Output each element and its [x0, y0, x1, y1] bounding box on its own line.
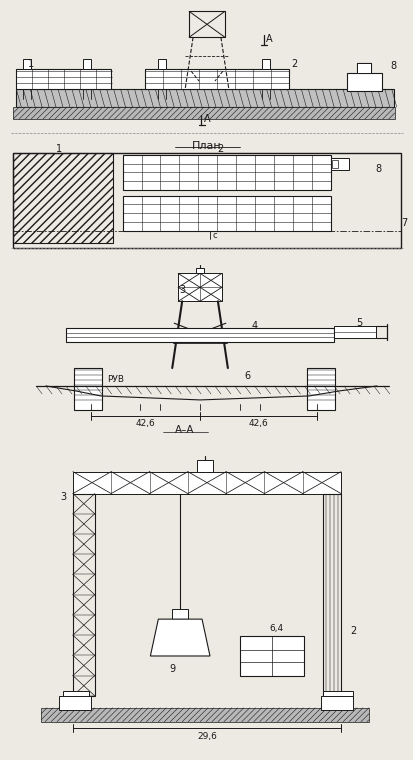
Text: 6,4: 6,4: [269, 624, 283, 632]
Bar: [261, 59, 269, 69]
Bar: [83, 59, 90, 69]
Text: 2: 2: [216, 144, 223, 154]
Bar: [158, 59, 166, 69]
Polygon shape: [150, 619, 209, 656]
Bar: [333, 326, 375, 338]
Bar: [145, 69, 289, 89]
Text: 42,6: 42,6: [248, 420, 268, 429]
Bar: [178, 274, 221, 301]
Bar: [172, 610, 188, 619]
Bar: [306, 368, 335, 410]
Text: с: с: [212, 231, 217, 240]
Bar: [122, 155, 330, 190]
Bar: [346, 73, 381, 91]
Text: 3: 3: [60, 492, 66, 502]
Bar: [23, 59, 31, 69]
Text: 8: 8: [390, 61, 396, 71]
Text: 4: 4: [251, 321, 257, 331]
Text: 3: 3: [179, 285, 185, 296]
Text: 7: 7: [401, 217, 407, 227]
Text: 9: 9: [169, 664, 175, 674]
Bar: [13, 153, 400, 249]
Bar: [239, 636, 304, 676]
Bar: [331, 160, 337, 168]
Text: 1: 1: [28, 59, 34, 69]
Bar: [189, 11, 224, 37]
Text: РУВ: РУВ: [107, 375, 124, 385]
Text: 2: 2: [349, 626, 355, 636]
Bar: [320, 696, 352, 710]
Bar: [197, 460, 212, 472]
Text: План: План: [192, 141, 221, 150]
Text: 1: 1: [56, 144, 62, 154]
Bar: [74, 368, 102, 410]
Bar: [16, 89, 393, 107]
Bar: [41, 708, 368, 722]
Bar: [13, 107, 394, 119]
Text: А: А: [203, 114, 210, 124]
Text: 29,6: 29,6: [197, 732, 216, 741]
Text: 42,6: 42,6: [135, 420, 155, 429]
Text: 5: 5: [355, 318, 361, 328]
Bar: [73, 472, 340, 493]
Bar: [63, 691, 88, 699]
Text: 2: 2: [291, 59, 297, 69]
Bar: [13, 153, 112, 242]
Text: 8: 8: [375, 163, 381, 174]
Text: А: А: [266, 34, 272, 44]
Bar: [16, 69, 110, 89]
Bar: [122, 195, 330, 230]
Bar: [330, 158, 348, 169]
Bar: [66, 328, 333, 342]
Bar: [356, 63, 370, 73]
Bar: [59, 696, 90, 710]
Text: А–А: А–А: [175, 425, 195, 435]
Text: 6: 6: [244, 371, 250, 381]
Bar: [196, 268, 204, 274]
Bar: [73, 493, 95, 696]
Bar: [323, 493, 340, 696]
Bar: [323, 691, 352, 699]
